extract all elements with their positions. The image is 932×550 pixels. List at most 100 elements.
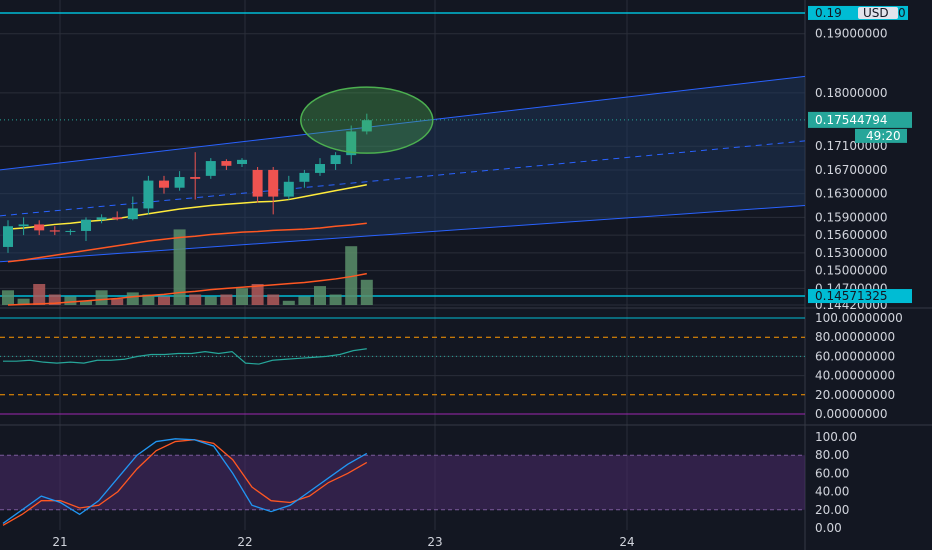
volume-bar — [80, 300, 92, 305]
price-tick-label: 0.19000000 — [815, 27, 888, 41]
time-tick-label: 21 — [52, 535, 67, 549]
candle-body — [221, 161, 232, 166]
candle-body — [127, 208, 138, 220]
candle-body — [49, 230, 60, 232]
stoch-d-line — [2, 439, 368, 526]
volume-bar — [345, 246, 358, 305]
time-tick-label: 24 — [619, 535, 634, 549]
ma-slow-line — [7, 272, 367, 306]
volume-bar — [64, 296, 77, 305]
volume-bar — [360, 279, 373, 305]
ma-mid-line — [7, 222, 367, 263]
volume-bar — [329, 294, 342, 305]
candle-body — [346, 131, 357, 156]
candles — [3, 113, 372, 253]
stoch-tick-label: 0.00 — [815, 521, 842, 535]
top-line-tag-suffix: 0 — [898, 6, 906, 20]
currency-badge-label: USD — [863, 6, 889, 20]
volume-bar — [111, 298, 124, 305]
stoch-tick-label: 80.00 — [815, 448, 849, 462]
stoch-tick-label: 100.00 — [815, 430, 857, 444]
channel-upper-line — [0, 75, 806, 171]
candle-body — [34, 224, 45, 231]
axes: 0.190000000.180000000.171000000.16700000… — [52, 5, 912, 549]
candle-body — [330, 155, 341, 165]
channel-mid-line — [0, 140, 806, 217]
volume-bar — [267, 294, 280, 305]
volume-bar — [158, 296, 170, 305]
volume-bar — [251, 284, 264, 305]
candle-body — [268, 169, 279, 197]
candle-body — [174, 177, 185, 188]
candle-body — [112, 217, 123, 220]
candle-body — [3, 226, 13, 247]
price-tick-label: 0.15600000 — [815, 228, 888, 242]
price-channel[interactable] — [0, 75, 806, 263]
price-tick-label: 0.15000000 — [815, 264, 888, 278]
volume-bar — [220, 294, 233, 305]
highlight-ellipse-shape — [300, 86, 434, 154]
rsi-tick-label: 40.00000000 — [815, 369, 895, 383]
stoch-tick-label: 40.00 — [815, 485, 849, 499]
candle-body — [361, 120, 372, 132]
candle-body — [18, 224, 29, 227]
candle-body — [299, 172, 310, 182]
current-price-label: 0.17544794 — [815, 113, 888, 127]
stoch-tick-label: 20.00 — [815, 503, 849, 517]
rsi-tick-label: 60.00000000 — [815, 349, 895, 363]
price-tick-label: 0.18000000 — [815, 86, 888, 100]
volume-bar — [298, 296, 311, 305]
volume-bar — [126, 292, 139, 305]
currency-badge — [858, 6, 898, 19]
top-line-tag-label: 0.19 — [815, 6, 842, 20]
volume-bar — [173, 229, 186, 305]
volume-bar — [282, 300, 295, 305]
volume-bar — [95, 290, 108, 305]
candle-body — [283, 181, 294, 197]
candle-body — [81, 219, 91, 231]
countdown-label: 49:20 — [866, 129, 901, 143]
channel-fill — [0, 76, 805, 262]
candle-body — [315, 164, 325, 173]
ma-fast-line — [7, 184, 367, 230]
moving-averages — [7, 184, 367, 306]
candle-body — [252, 169, 263, 197]
rsi-tick-label: 0.00000000 — [815, 407, 888, 421]
price-tick-label: 0.15900000 — [815, 210, 888, 224]
countdown-tag — [855, 128, 907, 143]
rsi-tick-label: 80.00000000 — [815, 330, 895, 344]
candle-body — [159, 180, 169, 188]
price-tick-label: 0.15300000 — [815, 246, 888, 260]
candle-body — [237, 159, 247, 165]
candle-body — [190, 177, 201, 179]
volume-bar — [142, 294, 155, 305]
bottom-line-tag — [808, 289, 912, 304]
volume-bar — [189, 294, 202, 305]
volume-bar — [17, 298, 30, 305]
candle-body — [205, 161, 216, 176]
volume-bar — [48, 294, 61, 305]
stoch-k-line — [2, 438, 368, 524]
candle-body — [96, 217, 107, 220]
candle-body — [143, 180, 154, 209]
volume-bar — [314, 286, 326, 305]
stoch-band-fill — [0, 455, 805, 510]
rsi-tick-label: 20.00000000 — [815, 388, 895, 402]
candle-body — [65, 230, 76, 232]
volume-bar — [33, 284, 46, 305]
rsi-line — [3, 348, 367, 365]
stoch-tick-label: 60.00 — [815, 466, 849, 480]
rsi-pane — [0, 317, 805, 415]
bottom-line-tag-label: 0.14571325 — [815, 289, 888, 303]
volume-bar — [236, 288, 248, 305]
time-tick-label: 23 — [427, 535, 442, 549]
current-price-tag — [808, 111, 912, 128]
channel-lower-line — [0, 204, 806, 263]
volume-bar — [2, 290, 14, 305]
volume-bar — [204, 296, 217, 305]
stochastic-pane — [0, 438, 805, 526]
highlight-ellipse[interactable] — [300, 86, 434, 154]
time-tick-label: 22 — [237, 535, 252, 549]
